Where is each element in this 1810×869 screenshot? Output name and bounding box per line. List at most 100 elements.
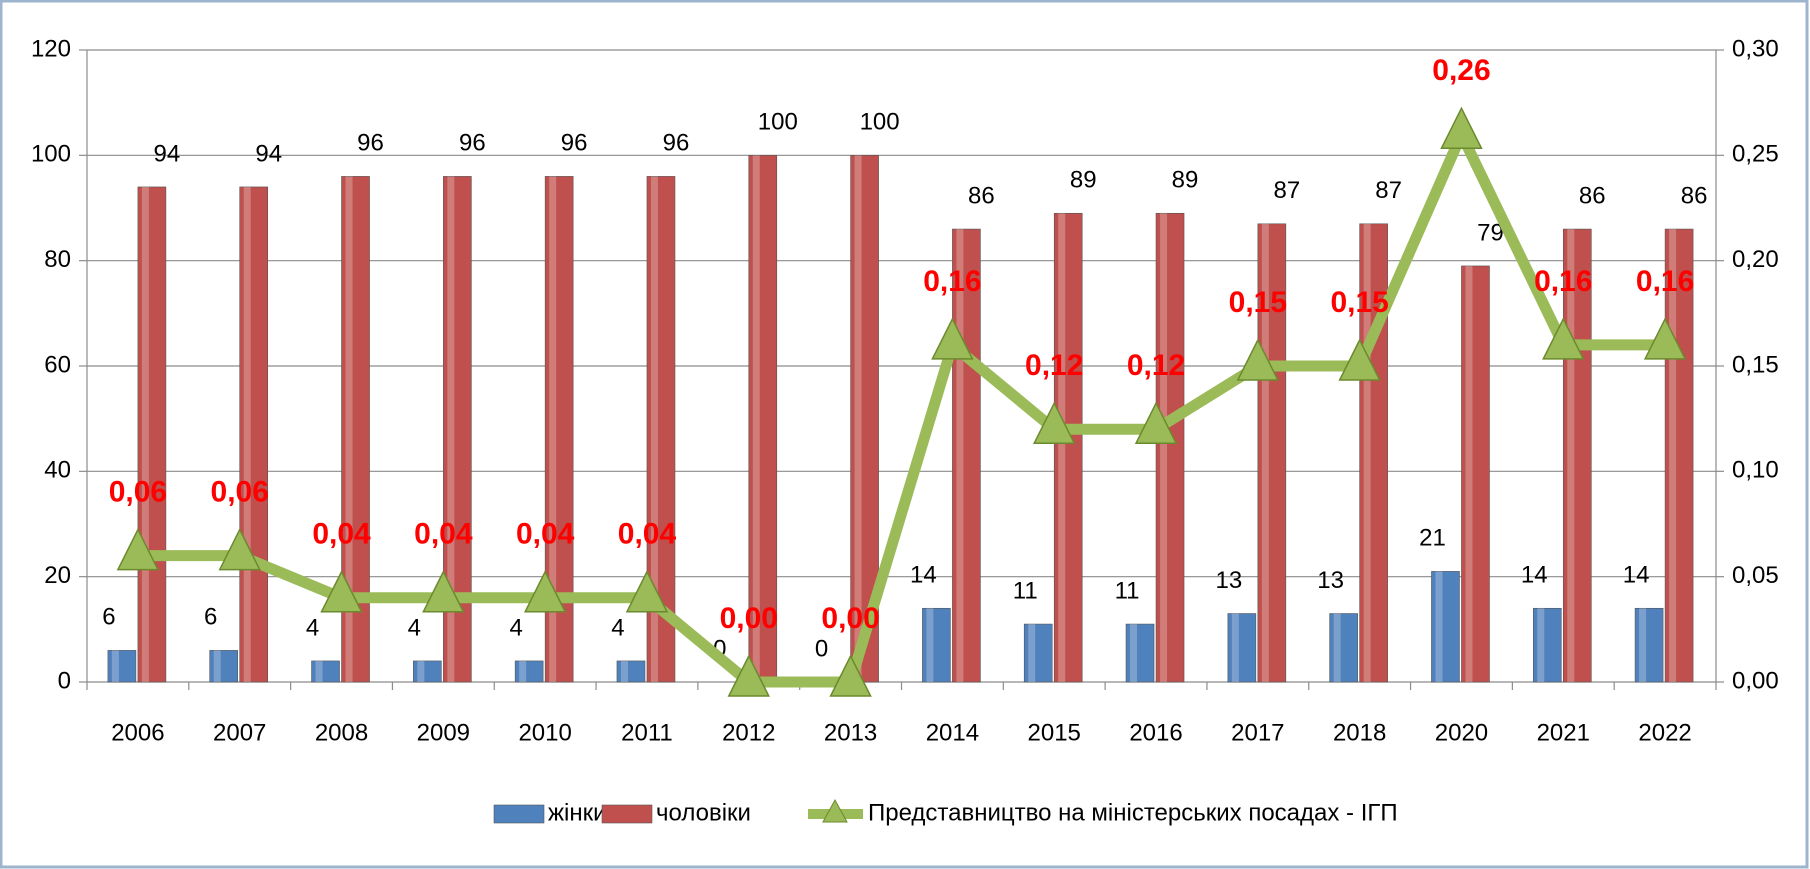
data-label: 0,12 [1127,349,1185,382]
marker [727,654,770,697]
y-tick-label: 100 [31,141,71,168]
data-label: 0,00 [720,602,778,635]
bar [1461,265,1490,683]
data-label: 0,00 [821,602,879,635]
bar-shine [1231,613,1239,682]
bar-shine [1130,624,1138,682]
bar-shine [620,660,628,682]
y2-tick-label: 0,25 [1732,141,1779,168]
bar [748,155,778,683]
marker [931,317,974,360]
data-label: 0,15 [1229,286,1287,319]
x-tick-label: 2021 [1537,719,1590,746]
y2-tick-label: 0,30 [1732,35,1779,62]
x-tick-label: 2010 [518,719,571,746]
bar [1562,228,1592,683]
x-tick-label: 2013 [824,719,877,746]
data-label: 100 [758,109,798,136]
data-label: 0,06 [109,476,167,509]
bar [1257,223,1287,683]
y2-tick-label: 0,00 [1732,667,1779,694]
bar-shine [447,176,455,682]
data-label: 14 [1521,562,1548,589]
x-tick-label: 2007 [213,719,266,746]
x-tick-label: 2009 [417,719,470,746]
bar [137,186,167,683]
bar-shine [141,186,149,682]
bar-shine [1537,608,1545,682]
line [137,128,1666,688]
bar-shine [345,176,353,682]
data-label: 86 [1579,182,1606,209]
y-tick-label: 60 [44,351,71,378]
bar-shine [549,176,557,682]
marker [829,654,872,697]
bar [922,607,951,683]
bar-shine [417,660,425,682]
bar [1155,212,1185,683]
data-label: 89 [1172,167,1199,194]
legend-label: чоловіки [656,799,751,826]
x-tick-label: 2022 [1638,719,1691,746]
marker [116,527,160,571]
data-label: 14 [1623,562,1650,589]
x-tick-label: 2017 [1231,719,1284,746]
bar [1664,228,1694,683]
bar-shine [1261,223,1269,683]
bar [311,660,340,683]
x-tick-label: 2016 [1129,719,1182,746]
marker [1338,338,1381,381]
data-label: 0,15 [1330,286,1388,319]
y2-tick-label: 0,20 [1732,246,1779,273]
data-label: 87 [1375,177,1402,204]
legend-swatch [601,804,653,824]
data-label: 14 [910,562,937,589]
bar [1023,623,1053,683]
bar-shine [213,650,221,682]
x-tick-label: 2012 [722,719,775,746]
bar [1125,623,1155,683]
data-label: 96 [459,130,486,157]
marker [422,570,465,613]
bar-shine [1160,213,1168,682]
data-label: 4 [611,614,624,641]
legend-marker [822,798,848,823]
bar-shine [926,608,934,682]
legend-swatch [493,804,545,824]
marker [1033,401,1076,444]
bar-shine [1363,223,1371,683]
y2-tick-label: 0,05 [1732,562,1779,589]
marker [625,570,669,613]
bar-shine [1333,613,1341,682]
x-tick-label: 2008 [315,719,368,746]
y2-tick-label: 0,10 [1732,457,1779,484]
data-label: 6 [102,604,115,631]
bar [209,650,239,683]
marker [1134,401,1178,444]
legend-label: Представництво на міністерських посадах … [868,799,1398,826]
data-label: 96 [663,130,690,157]
y-tick-label: 40 [44,457,71,484]
bar-shine [1058,213,1066,682]
bar-shine [1669,229,1677,683]
bar-shine [1465,265,1473,682]
y-tick-label: 0 [58,667,71,694]
x-tick-label: 2018 [1333,719,1386,746]
bar-shine [752,155,760,683]
data-label: 0,26 [1432,54,1490,87]
data-label: 21 [1419,525,1446,552]
bar [1634,607,1664,683]
data-label: 86 [968,182,995,209]
x-tick-label: 2006 [111,719,164,746]
bar [514,660,544,683]
bar [952,228,981,683]
data-label: 6 [204,604,217,631]
bar-shine [243,186,251,682]
bar-shine [854,155,862,683]
data-label: 0,16 [923,265,981,298]
data-label: 94 [154,140,181,167]
y-tick-label: 120 [31,35,71,62]
marker [523,570,567,613]
y-tick-label: 20 [44,562,71,589]
